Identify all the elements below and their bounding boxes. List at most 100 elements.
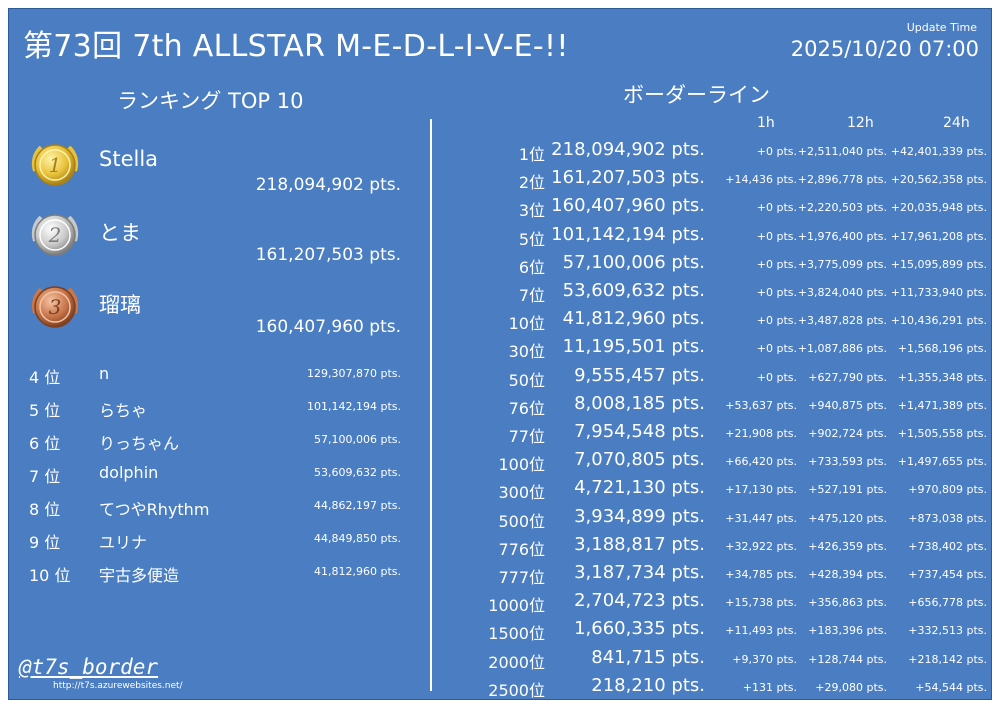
border-delta-12h: +2,511,040 pts. [797, 145, 887, 158]
border-score: 41,812,960 pts. [562, 308, 705, 330]
border-delta-24h: +20,562,358 pts. [890, 173, 987, 187]
top-player-name: とま [99, 221, 141, 245]
ranking-player-score: 41,812,960 pts. [313, 565, 401, 578]
border-score: 11,195,501 pts. [562, 336, 705, 358]
border-delta-1h: +32,922 pts. [725, 539, 797, 553]
border-delta-12h: +940,875 pts. [808, 398, 887, 412]
border-row: 1500位 1,660,335 pts. +11,493 pts. +183,396 … [433, 616, 991, 644]
border-delta-24h: +20,035,948 pts. [890, 201, 987, 215]
page-title: 第73回 7th ALLSTAR M-E-D-L-I-V-E-!! [23, 29, 569, 64]
ranking-row: 5 位 らちゃ 101,142,194 pts. [9, 392, 429, 422]
border-rank: 2位 [518, 173, 545, 193]
border-delta-24h: +1,471,389 pts. [897, 398, 987, 412]
border-score: 218,210 pts. [591, 674, 705, 696]
ranking-player-name: 宇古多便造 [99, 566, 180, 585]
ranking-rank: 9 位 [29, 533, 61, 552]
border-row: 500位 3,934,899 pts. +31,447 pts. +475,120 p… [433, 504, 991, 532]
border-delta-1h: +53,637 pts. [725, 398, 797, 412]
border-score: 2,704,723 pts. [574, 590, 705, 612]
border-delta-1h: +0 pts. [756, 286, 797, 299]
border-rank: 77位 [508, 427, 545, 446]
border-delta-12h: +2,220,503 pts. [797, 201, 887, 215]
border-delta-1h: +0 pts. [756, 257, 797, 271]
site-url[interactable]: http://t7s.azurewebsites.net/ [53, 681, 183, 691]
ranking-row: 4 位 n 129,307,870 pts. [9, 359, 429, 389]
border-row: 30位 11,195,501 pts. +0 pts. +1,087,886 pts.… [433, 334, 991, 362]
border-delta-24h: +11,733,940 pts. [890, 286, 987, 299]
border-delta-12h: +356,863 pts. [808, 596, 887, 610]
border-row: 3位 160,407,960 pts. +0 pts. +2,220,503 pts.… [433, 193, 991, 221]
border-row: 2位 161,207,503 pts. +14,436 pts. +2,896,778… [433, 165, 991, 193]
border-delta-12h: +1,087,886 pts. [797, 342, 887, 356]
border-rank: 1500位 [488, 624, 545, 644]
ranking-player-score: 129,307,870 pts. [307, 367, 401, 380]
border-delta-1h: +0 pts. [756, 314, 797, 328]
top-player-score: 218,094,902 pts. [255, 175, 401, 195]
border-score: 8,008,185 pts. [574, 392, 705, 414]
border-score: 3,188,817 pts. [574, 533, 705, 555]
border-row: 776位 3,188,817 pts. +32,922 pts. +426,359 p… [433, 532, 991, 560]
ranking-player-score: 44,849,850 pts. [313, 532, 401, 545]
bronze-medal-icon: 3 [31, 286, 79, 328]
border-row: 2500位 218,210 pts. +131 pts. +29,080 pts. +5… [433, 673, 991, 699]
border-rank: 5位 [518, 229, 545, 249]
top-player-score: 161,207,503 pts. [255, 245, 401, 265]
column-divider [430, 119, 432, 691]
border-score: 4,721,130 pts. [574, 477, 705, 499]
border-rank: 777位 [498, 568, 545, 587]
ranking-player-score: 101,142,194 pts. [307, 400, 401, 413]
border-delta-1h: +0 pts. [756, 370, 797, 384]
border-row: 2000位 841,715 pts. +9,370 pts. +128,744 pts… [433, 645, 991, 673]
border-rank: 6位 [518, 257, 545, 277]
border-row: 77位 7,954,548 pts. +21,908 pts. +902,724 pt… [433, 419, 991, 447]
col-head-12h: 12h [847, 115, 874, 131]
border-row: 6位 57,100,006 pts. +0 pts. +3,775,099 pts. +… [433, 250, 991, 278]
ranking-player-name: りっちゃん [99, 434, 180, 453]
border-delta-24h: +1,497,655 pts. [897, 455, 987, 469]
border-row: 10位 41,812,960 pts. +0 pts. +3,487,828 pts.… [433, 306, 991, 334]
medal-rank-text: 3 [49, 295, 62, 319]
ranking-player-score: 53,609,632 pts. [313, 466, 401, 479]
border-row: 100位 7,070,805 pts. +66,420 pts. +733,593 p… [433, 447, 991, 475]
border-delta-24h: +873,038 pts. [908, 511, 987, 525]
border-delta-1h: +0 pts. [756, 145, 797, 158]
border-delta-12h: +3,775,099 pts. [797, 257, 887, 271]
border-delta-1h: +131 pts. [742, 680, 797, 694]
border-score: 3,187,734 pts. [574, 562, 705, 583]
ranking-player-name: らちゃ [99, 401, 148, 420]
ranking-rank: 5 位 [29, 401, 61, 420]
border-delta-24h: +1,355,348 pts. [897, 370, 987, 384]
border-delta-12h: +2,896,778 pts. [797, 173, 887, 187]
ranking-player-score: 57,100,006 pts. [313, 433, 401, 446]
ranking-heading: ランキング TOP 10 [117, 89, 304, 113]
border-rank: 500位 [498, 511, 545, 531]
border-delta-12h: +128,744 pts. [808, 652, 887, 666]
col-head-1h: 1h [757, 115, 775, 131]
border-delta-12h: +733,593 pts. [808, 455, 887, 469]
ranking-player-name: てつやRhythm [99, 500, 210, 519]
border-delta-1h: +11,493 pts. [725, 624, 797, 638]
ranking-rank: 7 位 [29, 467, 61, 486]
border-row: 76位 8,008,185 pts. +53,637 pts. +940,875 pt… [433, 391, 991, 419]
top-player-score: 160,407,960 pts. [255, 317, 401, 337]
border-delta-24h: +15,095,899 pts. [890, 257, 987, 271]
border-score: 7,070,805 pts. [574, 449, 705, 471]
border-delta-12h: +902,724 pts. [808, 427, 887, 440]
border-delta-24h: +54,544 pts. [915, 680, 987, 694]
ranking-row: 7 位 dolphin 53,609,632 pts. [9, 458, 429, 488]
border-rank: 7位 [518, 286, 545, 305]
col-head-24h: 24h [943, 115, 970, 131]
twitter-handle[interactable]: @t7s_border [19, 655, 159, 679]
ranking-rank: 6 位 [29, 434, 61, 453]
border-delta-24h: +738,402 pts. [908, 539, 987, 553]
border-delta-12h: +428,394 pts. [808, 568, 887, 581]
border-score: 218,094,902 pts. [551, 139, 705, 160]
border-delta-12h: +475,120 pts. [808, 511, 887, 525]
border-row: 5位 101,142,194 pts. +0 pts. +1,976,400 pts.… [433, 222, 991, 250]
medal-rank-text: 2 [48, 223, 62, 247]
border-score: 53,609,632 pts. [562, 280, 705, 301]
border-delta-1h: +31,447 pts. [725, 511, 797, 525]
ranking-board: 第73回 7th ALLSTAR M-E-D-L-I-V-E-!! Update… [8, 8, 992, 700]
border-delta-24h: +1,568,196 pts. [897, 342, 987, 356]
border-delta-1h: +9,370 pts. [732, 652, 797, 666]
